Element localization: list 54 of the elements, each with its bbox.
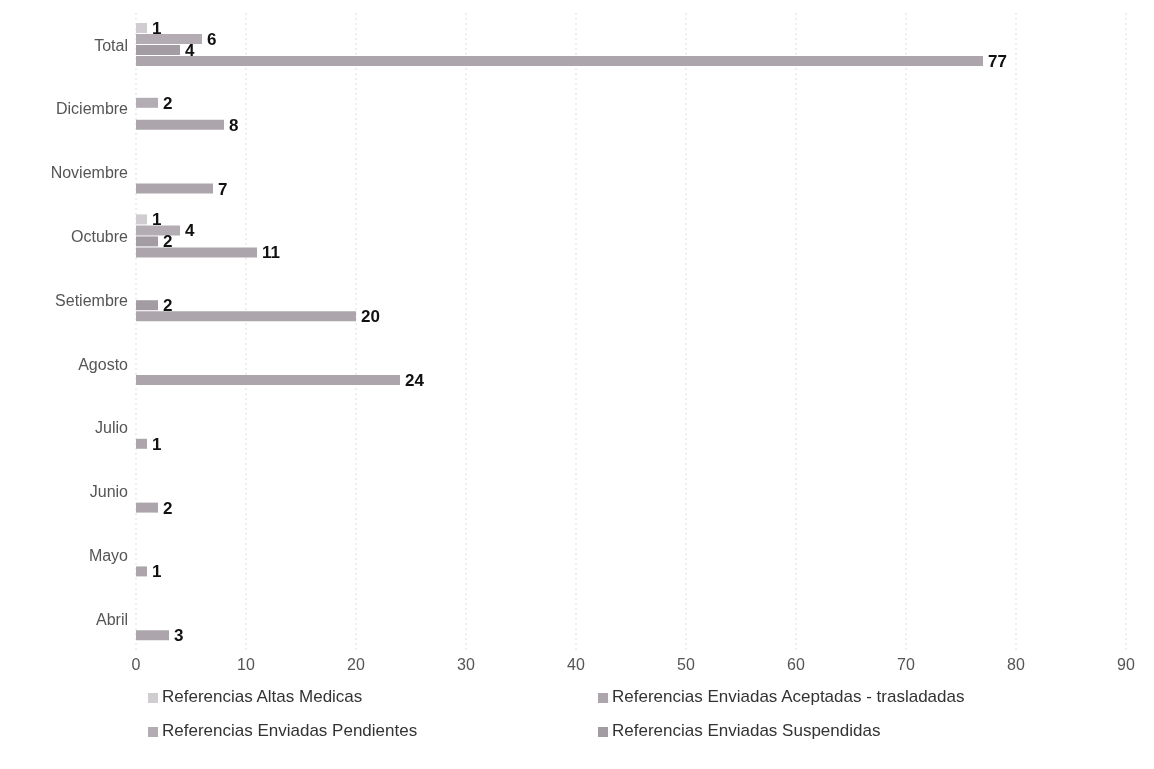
y-tick-label: Total — [94, 36, 128, 54]
x-tick-label: 0 — [131, 656, 141, 674]
y-tick-label: Agosto — [78, 355, 129, 373]
data-label: 1 — [152, 434, 162, 454]
data-label: 1 — [152, 210, 162, 230]
y-tick-label: Setiembre — [55, 291, 129, 309]
y-tick-label: Octubre — [71, 227, 129, 245]
data-label: 1 — [152, 562, 162, 582]
bar — [136, 375, 400, 385]
data-label: 4 — [185, 221, 195, 241]
bar — [136, 630, 169, 641]
x-tick-label: 50 — [677, 656, 695, 674]
x-tick-label: 60 — [787, 656, 805, 674]
bar — [136, 119, 224, 130]
data-label: 2 — [163, 498, 173, 518]
y-tick-label: Junio — [89, 483, 129, 501]
y-tick-label: Julio — [95, 419, 129, 437]
bar — [136, 34, 202, 44]
bar — [136, 183, 213, 194]
x-tick-label: 80 — [1007, 656, 1025, 674]
bar — [136, 438, 147, 449]
bar — [136, 97, 158, 108]
x-tick-label: 70 — [897, 656, 915, 674]
data-label: 2 — [163, 93, 173, 113]
data-label: 1 — [152, 19, 162, 39]
data-label: 8 — [229, 115, 239, 135]
x-tick-label: 30 — [457, 656, 475, 674]
data-label: 7 — [218, 179, 228, 199]
x-tick-label: 20 — [347, 656, 365, 674]
data-label: 2 — [163, 296, 173, 316]
legend-label: Referencias Enviadas Pendientes — [162, 721, 418, 740]
data-label: 4 — [185, 41, 195, 61]
bar — [136, 566, 147, 577]
data-label: 77 — [988, 52, 1007, 72]
bar — [136, 502, 158, 513]
legend-label: Referencias Altas Medicas — [162, 687, 363, 706]
x-tick-label: 90 — [1117, 656, 1135, 674]
data-label: 3 — [174, 626, 184, 646]
data-label: 24 — [405, 371, 425, 391]
bar — [136, 23, 147, 33]
bar — [136, 225, 180, 236]
x-tick-label: 40 — [567, 656, 585, 674]
data-label: 20 — [361, 307, 380, 327]
y-tick-label: Diciembre — [55, 100, 129, 118]
data-label: 2 — [163, 232, 173, 252]
data-label: 6 — [207, 30, 217, 50]
x-tick-label: 10 — [237, 656, 255, 674]
y-tick-label: Noviembre — [50, 164, 129, 182]
y-tick-label: Mayo — [88, 546, 129, 564]
y-tick-label: Abril — [95, 610, 128, 628]
bar — [136, 214, 147, 225]
data-label: 11 — [262, 243, 280, 263]
legend-label: Referencias Enviadas Suspendidas — [612, 721, 881, 740]
legend-label: Referencias Enviadas Aceptadas - trasladadas — [612, 687, 965, 706]
